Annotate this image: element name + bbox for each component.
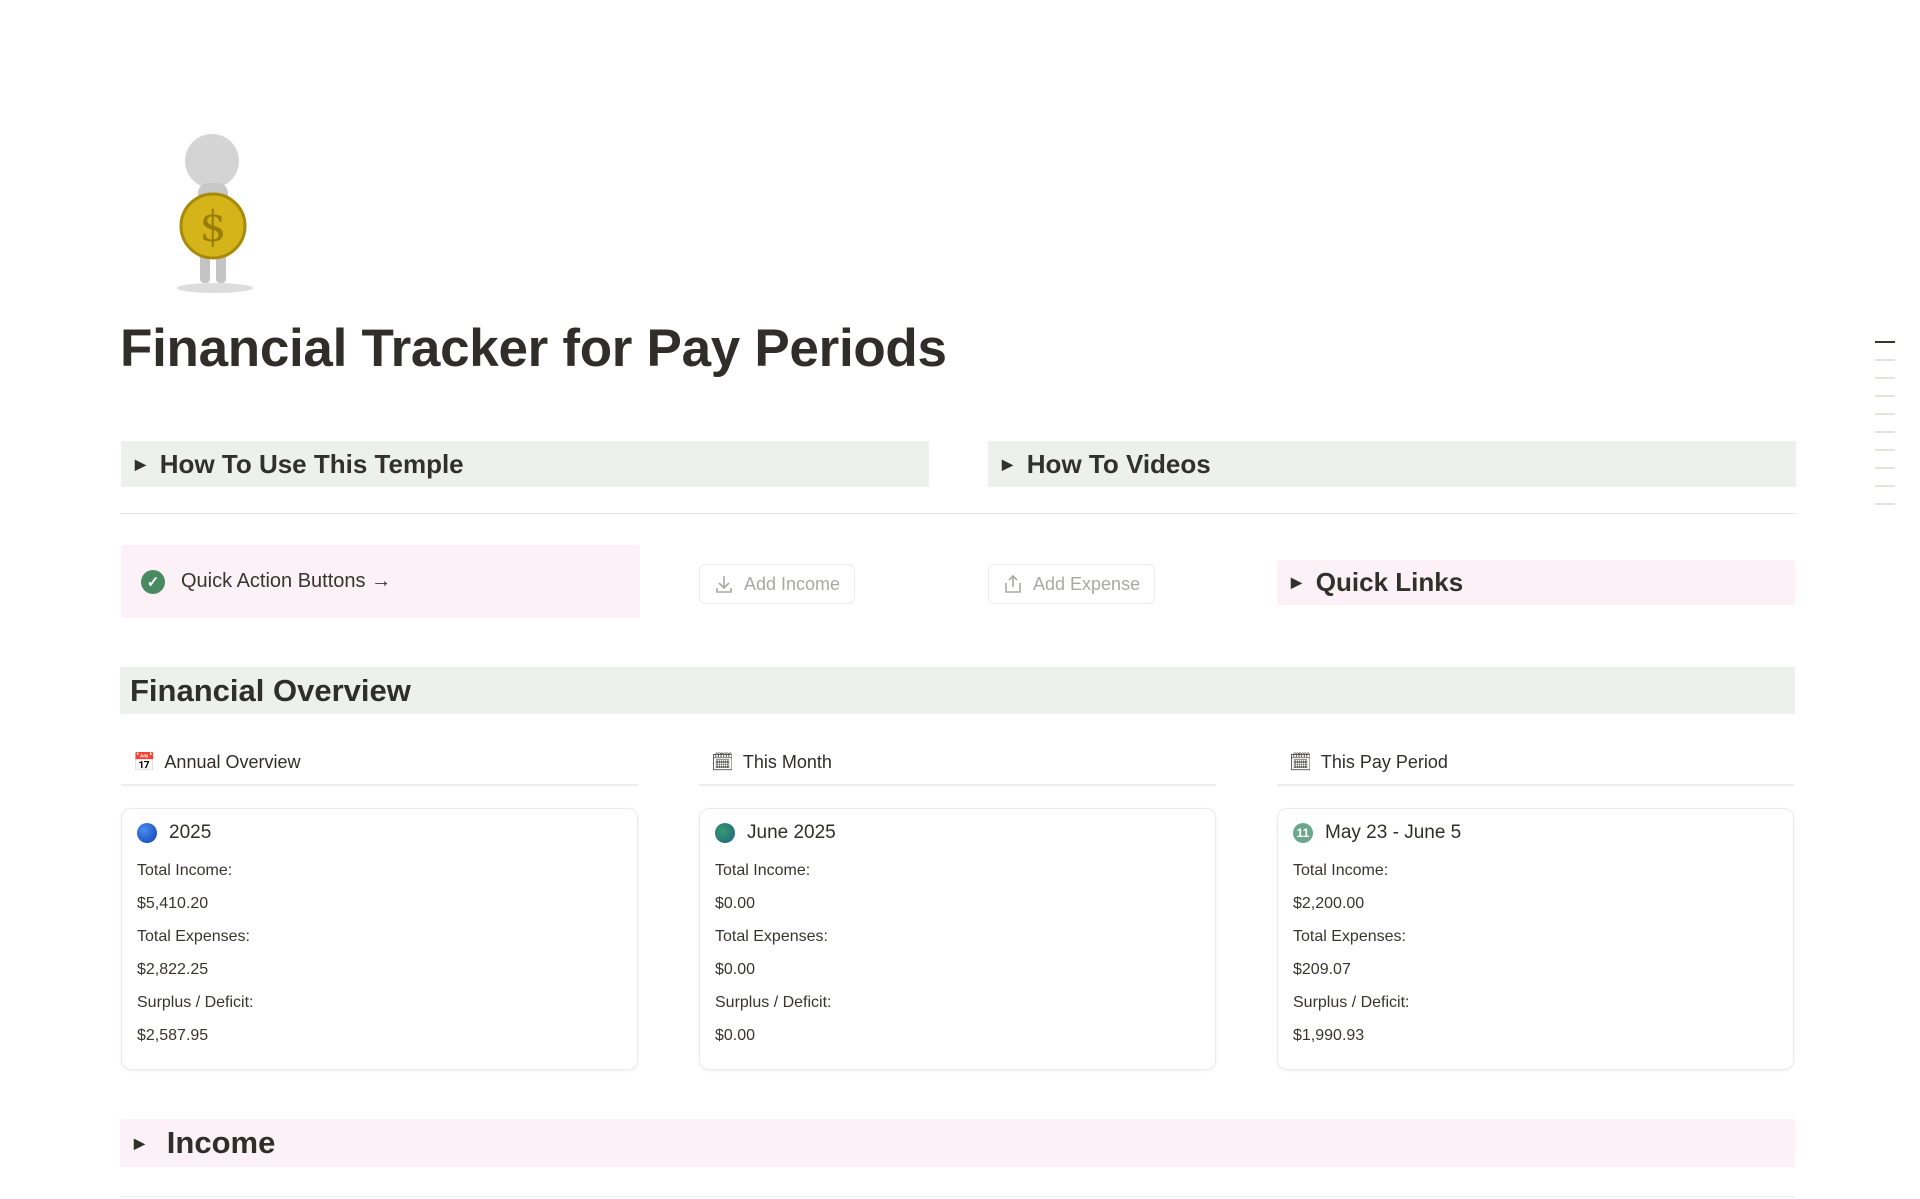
check-circle-icon: ✓	[141, 569, 165, 594]
income-value: $0.00	[715, 895, 756, 912]
toggle-label: How To Use This Temple	[159, 448, 464, 479]
toc-marker[interactable]	[1875, 485, 1895, 487]
toggle-how-to-use[interactable]: ▶ How To Use This Temple	[121, 441, 929, 487]
toc-marker[interactable]	[1875, 467, 1895, 469]
pay-period-card[interactable]: 11 May 23 - June 5 Total Income: $2,200.0…	[1277, 808, 1794, 1070]
download-icon	[716, 576, 732, 593]
header-label: This Pay Period	[1320, 751, 1448, 772]
callout-label: Quick Action Buttons →	[181, 570, 392, 592]
calendar-grid-icon: 🗓	[1289, 751, 1312, 772]
income-label: Total Income:	[715, 862, 811, 879]
surplus-value: $1,990.93	[1293, 1027, 1365, 1044]
toc-marker[interactable]	[1875, 413, 1895, 415]
toc-marker[interactable]	[1875, 503, 1895, 505]
page-title: Financial Tracker for Pay Periods	[120, 319, 947, 378]
triangle-right-icon: ▶	[134, 1134, 145, 1151]
toc-marker[interactable]	[1875, 359, 1895, 361]
triangle-right-icon: ▶	[1291, 574, 1302, 590]
page-icon: $	[160, 128, 270, 296]
income-value: $2,200.00	[1293, 895, 1365, 912]
income-label: Total Income:	[1293, 862, 1389, 879]
svg-text:$: $	[200, 202, 227, 251]
header-label: This Month	[742, 751, 832, 772]
add-income-label: Add Income	[744, 573, 841, 594]
expenses-value: $0.00	[715, 961, 756, 978]
calendar-icon: 📅	[133, 751, 156, 772]
this-pay-period-header[interactable]: 🗓 This Pay Period	[1277, 740, 1794, 786]
globe-icon	[715, 823, 735, 843]
add-income-button[interactable]: Add Income	[699, 564, 856, 604]
toggle-label: Income	[166, 1125, 276, 1160]
card-title: 2025	[169, 822, 212, 843]
divider	[120, 1196, 1795, 1197]
financial-overview-heading: Financial Overview	[120, 667, 1795, 714]
income-label: Total Income:	[137, 862, 233, 879]
triangle-right-icon: ▶	[1002, 455, 1013, 472]
toggle-label: Quick Links	[1315, 567, 1464, 597]
toc-marker-active[interactable]	[1875, 341, 1895, 343]
add-expense-label: Add Expense	[1033, 573, 1141, 594]
toggle-how-to-videos[interactable]: ▶ How To Videos	[988, 441, 1796, 487]
income-value: $5,410.20	[137, 895, 209, 912]
surplus-label: Surplus / Deficit:	[715, 994, 832, 1011]
month-card[interactable]: June 2025 Total Income: $0.00 Total Expe…	[699, 808, 1216, 1070]
toc-marker[interactable]	[1875, 377, 1895, 379]
toggle-label: How To Videos	[1026, 448, 1211, 479]
toc-marker[interactable]	[1875, 431, 1895, 433]
upload-icon	[1005, 574, 1021, 593]
surplus-value: $2,587.95	[137, 1027, 209, 1044]
add-expense-button[interactable]: Add Expense	[988, 564, 1156, 604]
blue-circle-icon	[137, 823, 157, 843]
expenses-label: Total Expenses:	[137, 928, 250, 945]
annual-overview-header[interactable]: 📅 Annual Overview	[121, 740, 638, 786]
toc-marker[interactable]	[1875, 449, 1895, 451]
quick-action-callout: ✓ Quick Action Buttons →	[121, 545, 640, 618]
calendar-grid-icon: 🗓	[711, 751, 734, 772]
expenses-value: $2,822.25	[137, 961, 209, 978]
expenses-label: Total Expenses:	[715, 928, 828, 945]
surplus-label: Surplus / Deficit:	[1293, 994, 1410, 1011]
expenses-value: $209.07	[1293, 961, 1351, 978]
surplus-label: Surplus / Deficit:	[137, 994, 254, 1011]
surplus-value: $0.00	[715, 1027, 756, 1044]
toc-marker[interactable]	[1875, 395, 1895, 397]
toggle-income[interactable]: ▶ Income	[120, 1119, 1795, 1167]
divider	[120, 513, 1796, 514]
card-title: May 23 - June 5	[1325, 822, 1462, 843]
annual-card[interactable]: 2025 Total Income: $5,410.20 Total Expen…	[121, 808, 638, 1070]
card-title: June 2025	[747, 822, 836, 843]
triangle-right-icon: ▶	[135, 455, 146, 472]
expenses-label: Total Expenses:	[1293, 928, 1406, 945]
toggle-quick-links[interactable]: ▶ Quick Links	[1277, 560, 1795, 605]
header-label: Annual Overview	[164, 751, 301, 772]
this-month-header[interactable]: 🗓 This Month	[699, 740, 1216, 786]
number-11-icon: 11	[1293, 823, 1313, 843]
